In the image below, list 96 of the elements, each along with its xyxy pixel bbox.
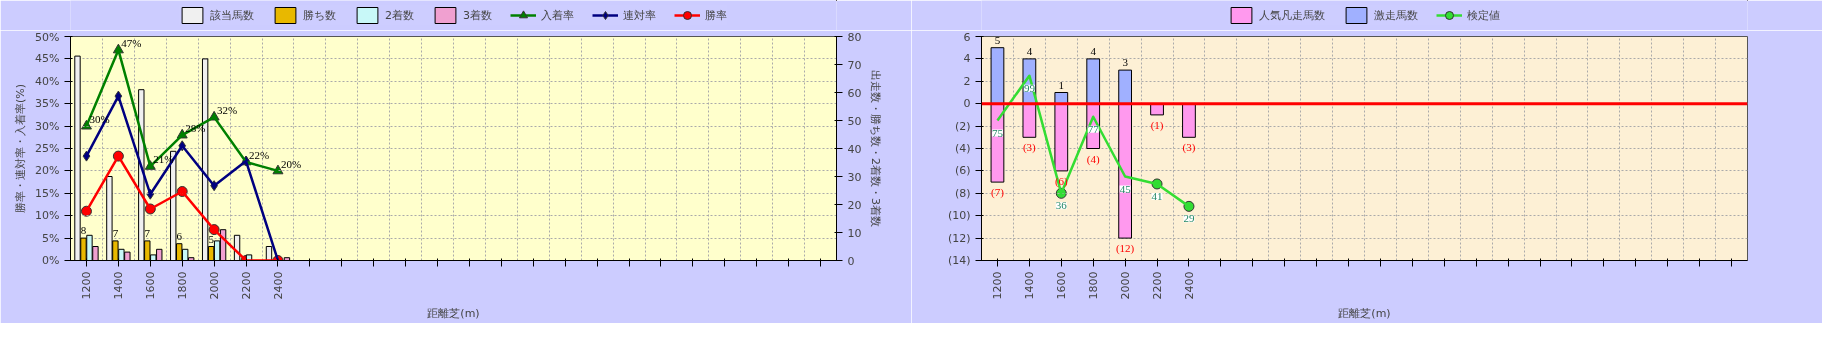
y-tick-label: 25% xyxy=(35,142,60,155)
bar xyxy=(1118,69,1133,105)
bar xyxy=(1086,58,1101,105)
y-tick-label: 15% xyxy=(35,186,60,200)
y-tick-label: 0 xyxy=(963,97,971,111)
x-tick-label: 2400 xyxy=(1182,271,1196,300)
data-label: 7 xyxy=(144,226,151,239)
y2-tick-label: 0 xyxy=(847,254,855,268)
y-tick-label: (8) xyxy=(954,186,971,200)
legend-label: 3着数 xyxy=(463,7,492,23)
y-tick-label: 45% xyxy=(35,52,60,66)
y-tick-label: 5% xyxy=(42,231,60,245)
x-axis-title: 距離芝(m) xyxy=(427,307,480,321)
y-tick-label: (12) xyxy=(947,231,971,245)
bar xyxy=(1118,103,1133,239)
legend-label: 人気凡走馬数 xyxy=(1259,7,1325,23)
x-tick-label: 1600 xyxy=(144,271,158,300)
y-tick-label: 30% xyxy=(35,119,60,133)
bar xyxy=(990,47,1005,105)
data-label: 8 xyxy=(80,224,87,237)
x-tick-label: 1400 xyxy=(112,271,126,300)
y2-tick-label: 10 xyxy=(847,226,862,240)
x-tick-label: 2200 xyxy=(1151,271,1165,300)
data-label: (4) xyxy=(1086,152,1100,166)
data-label: 77 xyxy=(1087,122,1100,135)
legend-label: 勝率 xyxy=(705,7,727,23)
legend-label: 検定値 xyxy=(1467,7,1500,23)
legend-label: 激走馬数 xyxy=(1374,7,1418,23)
y-tick-label: 35% xyxy=(35,97,60,111)
y2-tick-label: 40 xyxy=(847,142,862,156)
data-label: 47% xyxy=(121,36,142,49)
y-tick-label: 6 xyxy=(963,30,971,44)
data-label: 41 xyxy=(1151,189,1163,202)
y-axis-title: 勝率・連対率・入着率(%) xyxy=(14,83,28,214)
x-axis-title: 距離芝(m) xyxy=(1338,307,1391,321)
data-label: 7 xyxy=(112,226,119,239)
y-tick-label: 40% xyxy=(35,74,60,88)
bar xyxy=(1150,103,1164,116)
y2-tick-label: 70 xyxy=(847,58,862,72)
data-label: 4 xyxy=(1026,44,1033,57)
x-tick-label: 2000 xyxy=(1119,271,1133,300)
bar xyxy=(1054,103,1069,172)
x-tick-label: 1800 xyxy=(1087,271,1101,300)
bar xyxy=(1022,103,1037,138)
legend-label: 連対率 xyxy=(623,7,656,23)
x-tick-label: 1400 xyxy=(1023,271,1037,300)
y-tick-label: 20% xyxy=(35,164,60,178)
data-label: (7) xyxy=(991,186,1005,200)
point xyxy=(80,119,92,130)
y-tick-label: 50% xyxy=(35,30,60,44)
y2-tick-label: 80 xyxy=(847,30,862,44)
data-label: 3 xyxy=(1122,56,1129,69)
y-tick-label: 4 xyxy=(963,52,971,66)
data-label: 20% xyxy=(280,157,302,170)
data-label: (1) xyxy=(1150,118,1164,132)
x-tick-label: 2400 xyxy=(271,271,285,300)
data-label: 75 xyxy=(991,126,1004,139)
y-tick-label: (14) xyxy=(947,254,971,267)
x-tick-label: 1200 xyxy=(80,271,94,300)
data-label: 32% xyxy=(217,104,238,117)
x-tick-label: 1600 xyxy=(1055,271,1069,300)
bar xyxy=(990,103,1005,183)
y-tick-label: 0% xyxy=(42,254,60,267)
y-tick-label: (10) xyxy=(947,209,971,223)
data-label: 29 xyxy=(1183,212,1195,225)
x-tick-label: 2000 xyxy=(208,271,222,300)
y-tick-label: (2) xyxy=(954,119,971,133)
data-label: 36 xyxy=(1055,199,1068,212)
data-label: (3) xyxy=(1022,141,1037,155)
data-label: 1 xyxy=(1058,78,1065,91)
x-tick-label: 1200 xyxy=(991,271,1005,300)
data-label: 5 xyxy=(208,232,215,245)
x-tick-label: 1800 xyxy=(176,271,190,300)
data-label: (3) xyxy=(1182,141,1196,155)
x-tick-label: 2200 xyxy=(240,271,254,300)
bar xyxy=(1182,103,1196,138)
y2-tick-label: 60 xyxy=(847,86,862,100)
data-label: 4 xyxy=(1090,44,1097,57)
data-label: 99 xyxy=(1023,81,1036,94)
y2-tick-label: 30 xyxy=(847,170,862,184)
y-tick-label: 2 xyxy=(963,74,971,88)
data-label: 6 xyxy=(176,229,183,242)
legend-label: 勝ち数 xyxy=(303,7,336,23)
data-label: 45 xyxy=(1119,182,1132,195)
y2-axis-title: 出走数・勝ち数・2着数・3着数 xyxy=(869,70,883,227)
y-tick-label: (6) xyxy=(954,164,971,178)
legend-label: 2着数 xyxy=(385,7,414,23)
y-tick-label: 10% xyxy=(35,209,60,223)
data-label: 5 xyxy=(994,33,1001,46)
data-label: (12) xyxy=(1115,242,1135,256)
y2-tick-label: 50 xyxy=(847,114,862,128)
legend-label: 入着率 xyxy=(541,7,574,23)
y2-tick-label: 20 xyxy=(847,198,862,212)
y-tick-label: (4) xyxy=(954,142,971,155)
data-label: 22% xyxy=(248,148,270,161)
legend-label: 該当馬数 xyxy=(210,7,254,23)
